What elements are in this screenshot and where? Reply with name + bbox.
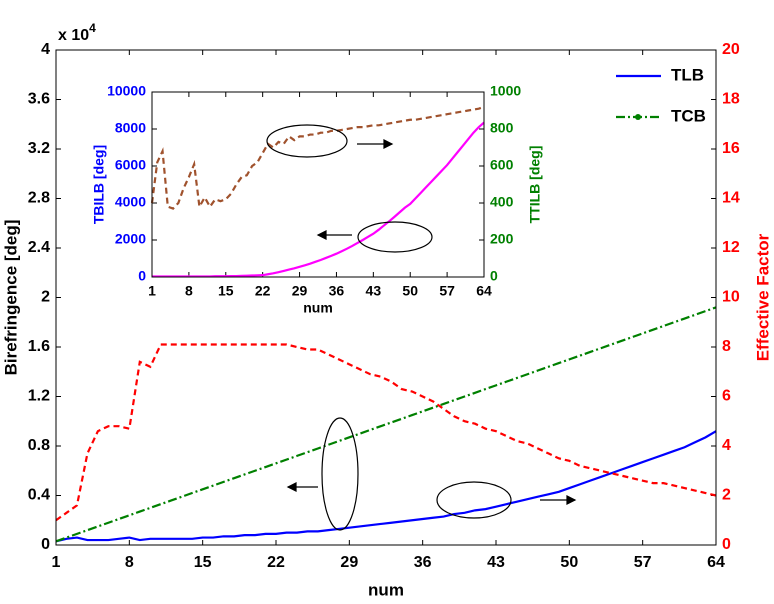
y2-tick-label: 16 <box>722 140 740 157</box>
annotation-ellipse <box>436 481 512 519</box>
series-line <box>55 430 717 543</box>
annotation-ellipse <box>357 221 433 253</box>
annotation-ellipse <box>321 417 359 531</box>
x-tick-label: 22 <box>255 283 271 299</box>
y-tick-label: 10000 <box>107 83 146 99</box>
y-tick-label: 3.2 <box>28 140 50 157</box>
y2-tick-label: 800 <box>490 120 514 136</box>
inset-chart: 1 8 15 22 29 36 43 50 57 640200040006000800010000… <box>91 83 543 316</box>
main-annotations <box>286 417 577 531</box>
y2-tick-label: 2 <box>722 487 731 504</box>
x-tick-label: 43 <box>487 554 505 571</box>
x-tick-label: 57 <box>634 554 652 571</box>
y2-tick-label: 6 <box>722 388 731 405</box>
x-tick-label: 36 <box>414 554 432 571</box>
x-tick-label: 15 <box>218 283 234 299</box>
annotation-ellipse <box>266 124 348 158</box>
y2-tick-label: 200 <box>490 231 514 247</box>
x-tick-label: 29 <box>292 283 308 299</box>
y2-tick-label: 10 <box>722 289 740 306</box>
arrow-head <box>316 230 327 240</box>
x-tick-label: 50 <box>402 283 418 299</box>
x-tick-label: 57 <box>439 283 455 299</box>
plot-frame <box>151 91 485 278</box>
x-tick-label: 43 <box>366 283 382 299</box>
y-axis-label: Birefringence [deg] <box>1 220 20 376</box>
legend-label: TLB <box>671 65 704 84</box>
x-tick-label: 1 <box>52 554 61 571</box>
y2-tick-label: 4 <box>722 437 731 454</box>
arrow-head <box>383 139 394 149</box>
series-line <box>150 105 485 211</box>
x-tick-label: 36 <box>329 283 345 299</box>
series-line <box>55 343 717 522</box>
series-line <box>152 121 485 278</box>
y-tick-label: 0.8 <box>28 437 50 454</box>
arrow-head <box>286 482 297 492</box>
x-tick-label: 50 <box>560 554 578 571</box>
x-axis-label: num <box>303 300 333 316</box>
y-tick-label: 1.2 <box>28 388 50 405</box>
y2-tick-label: 600 <box>490 157 514 173</box>
y2-tick-label: 20 <box>722 41 740 58</box>
plot-area <box>152 92 484 277</box>
x-tick-label: 8 <box>125 554 134 571</box>
y-multiplier: x 104 <box>58 21 96 44</box>
y-tick-label: 0 <box>138 268 146 284</box>
y-tick-label: 6000 <box>115 157 146 173</box>
y-tick-label: 2000 <box>115 231 146 247</box>
x-tick-label: 1 <box>148 283 156 299</box>
y2-tick-label: 18 <box>722 91 740 108</box>
y-tick-label: 4 <box>41 41 50 58</box>
y2-tick-label: 12 <box>722 239 740 256</box>
x-tick-label: 15 <box>194 554 212 571</box>
y-multiplier-exp: 4 <box>89 21 96 35</box>
y2-axis-label: TTILB [deg] <box>527 146 543 224</box>
x-tick-label: 22 <box>267 554 285 571</box>
y-axis-label: TBILB [deg] <box>91 145 107 224</box>
y-tick-label: 0.4 <box>28 487 50 504</box>
y2-tick-label: 1000 <box>490 83 521 99</box>
arrow-head <box>566 495 577 505</box>
y2-tick-label: 14 <box>722 190 740 207</box>
y-tick-label: 8000 <box>115 120 146 136</box>
y-multiplier-base: x 10 <box>58 27 89 44</box>
y2-tick-label: 400 <box>490 194 514 210</box>
y-tick-label: 1.6 <box>28 338 50 355</box>
y-tick-label: 2.4 <box>28 239 50 256</box>
y-tick-label: 3.6 <box>28 91 50 108</box>
x-tick-label: 64 <box>476 283 492 299</box>
x-tick-label: 64 <box>707 554 725 571</box>
y2-tick-label: 0 <box>722 536 731 553</box>
y2-axis-label: Effective Factor <box>753 233 772 361</box>
y2-tick-label: 0 <box>490 268 498 284</box>
series-line <box>55 306 717 543</box>
y-tick-label: 0 <box>41 536 50 553</box>
legend-marker <box>635 114 641 120</box>
plot-frame <box>55 49 717 546</box>
x-tick-label: 8 <box>185 283 193 299</box>
x-axis-label: num <box>368 580 404 599</box>
inset-annotations <box>266 124 433 253</box>
x-tick-label: 29 <box>340 554 358 571</box>
y-tick-label: 2.8 <box>28 190 50 207</box>
y-tick-label: 4000 <box>115 194 146 210</box>
y2-tick-label: 8 <box>722 338 731 355</box>
legend-label: TCB <box>671 106 706 125</box>
y-tick-label: 2 <box>41 289 50 306</box>
